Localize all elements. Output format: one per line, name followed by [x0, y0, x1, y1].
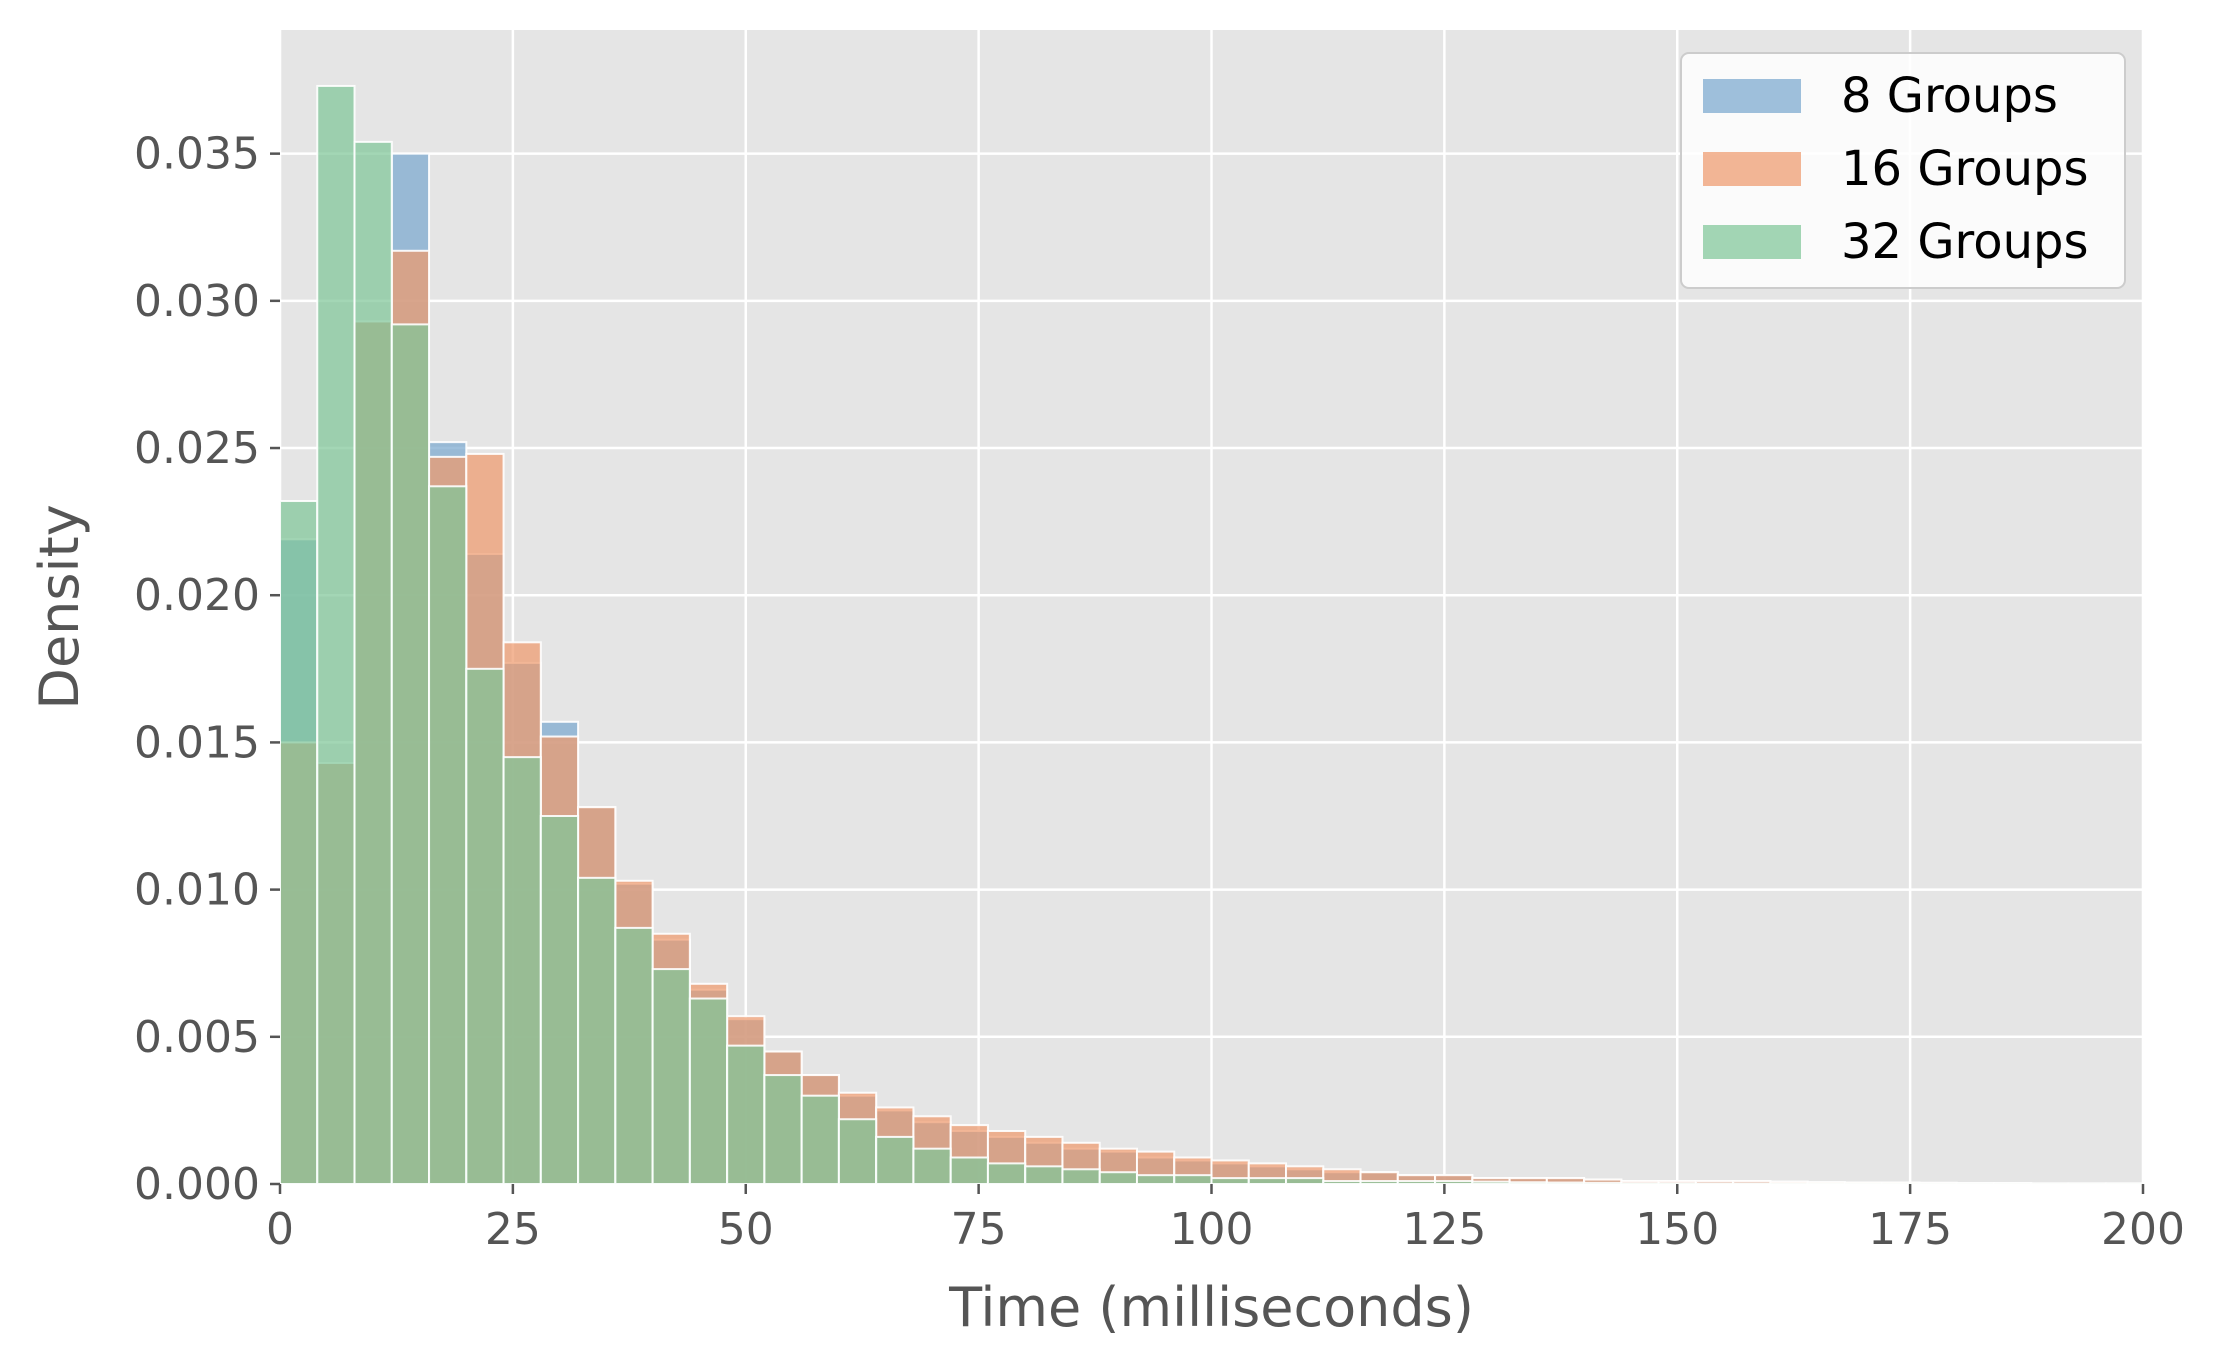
histogram-bar: [1025, 1166, 1062, 1184]
histogram-bar: [727, 1046, 764, 1184]
histogram-bar: [317, 86, 354, 1184]
y-tick-label: 0.020: [134, 570, 260, 621]
x-tick-label: 100: [1170, 1204, 1254, 1255]
x-tick-label: 150: [1635, 1204, 1719, 1255]
histogram-bar: [1137, 1175, 1174, 1184]
y-tick-label: 0.010: [134, 865, 260, 916]
x-axis-label: Time (milliseconds): [948, 1276, 1474, 1339]
histogram-bar: [504, 757, 541, 1184]
y-tick-label: 0.000: [134, 1159, 260, 1210]
legend-label: 16 Groups: [1841, 141, 2088, 197]
legend-swatch: [1703, 79, 1801, 113]
y-axis-label: Density: [28, 504, 91, 709]
histogram-bar: [1696, 1183, 1733, 1184]
histogram-bar: [653, 969, 690, 1184]
histogram-bar: [690, 999, 727, 1184]
histogram-bar: [988, 1163, 1025, 1184]
histogram-bar: [541, 816, 578, 1184]
x-tick-label: 200: [2101, 1204, 2185, 1255]
histogram-bar: [802, 1096, 839, 1184]
legend-label: 32 Groups: [1841, 214, 2088, 270]
legend-swatch: [1703, 225, 1801, 259]
x-tick-label: 50: [718, 1204, 774, 1255]
histogram-bar: [1361, 1181, 1398, 1184]
y-tick-label: 0.035: [134, 129, 260, 180]
histogram-bar: [1435, 1181, 1472, 1184]
histogram-bar: [466, 669, 503, 1184]
histogram-bar: [1510, 1182, 1547, 1184]
x-tick-label: 25: [485, 1204, 541, 1255]
legend-swatch: [1703, 152, 1801, 186]
y-tick-label: 0.030: [134, 276, 260, 327]
histogram-bar: [1062, 1169, 1099, 1184]
histogram-bar: [1323, 1181, 1360, 1184]
histogram-bar: [1249, 1178, 1286, 1184]
histogram-bar: [1174, 1175, 1211, 1184]
legend-label: 8 Groups: [1841, 68, 2058, 124]
histogram-bar: [1472, 1182, 1509, 1184]
histogram-bar: [1286, 1178, 1323, 1184]
histogram-bar: [876, 1137, 913, 1184]
histogram-bar: [1212, 1178, 1249, 1184]
x-axis-ticks: 0 25 50 75 100 125 150 175 200: [266, 1184, 2185, 1255]
histogram-bar: [280, 501, 317, 1184]
histogram-bar: [951, 1158, 988, 1184]
histogram-bar: [615, 928, 652, 1184]
y-tick-label: 0.005: [134, 1012, 260, 1063]
histogram-bar: [429, 486, 466, 1184]
histogram-bar: [1100, 1172, 1137, 1184]
histogram-bar: [1621, 1183, 1658, 1184]
histogram-bar: [1659, 1183, 1696, 1184]
y-axis-ticks: 0.000 0.005 0.010 0.015 0.020 0.025 0.030 0.035: [134, 129, 280, 1210]
histogram-bar: [355, 142, 392, 1184]
histogram-bar: [1398, 1181, 1435, 1184]
y-tick-label: 0.015: [134, 717, 260, 768]
x-tick-label: 175: [1868, 1204, 1952, 1255]
x-tick-label: 125: [1402, 1204, 1486, 1255]
x-tick-label: 0: [266, 1204, 294, 1255]
histogram-bar: [1733, 1183, 1770, 1184]
histogram-bar: [1770, 1183, 1807, 1184]
histogram-bar: [764, 1075, 801, 1184]
histogram-bar: [1547, 1183, 1584, 1184]
y-tick-label: 0.025: [134, 423, 260, 474]
legend: 8 Groups 16 Groups 32 Groups: [1681, 53, 2125, 288]
histogram-bar: [392, 324, 429, 1184]
histogram-bar: [839, 1119, 876, 1184]
histogram-bar: [578, 878, 615, 1184]
histogram-bar: [913, 1149, 950, 1184]
histogram-bar: [1584, 1183, 1621, 1184]
x-tick-label: 75: [951, 1204, 1007, 1255]
